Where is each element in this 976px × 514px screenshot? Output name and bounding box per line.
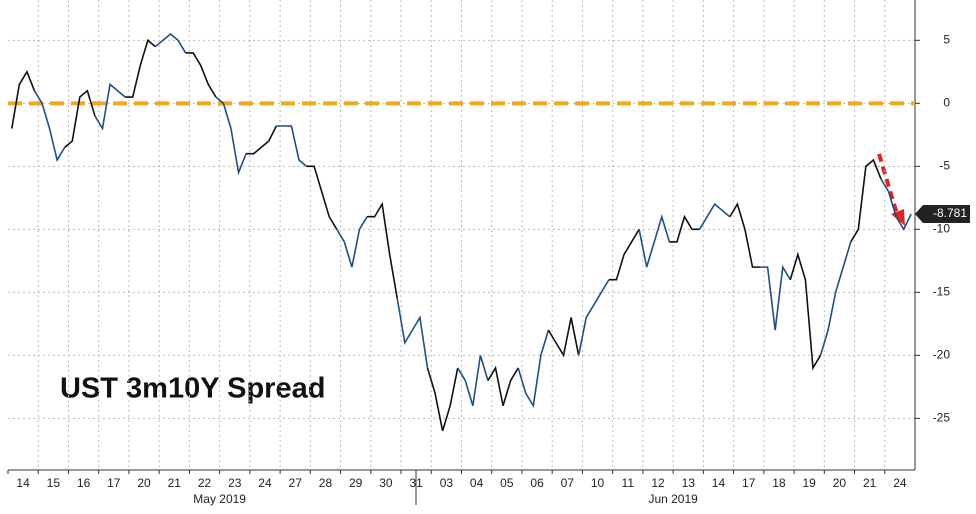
x-tick-label: 31 <box>409 476 423 490</box>
series-line <box>850 158 882 243</box>
x-tick-label: 24 <box>893 476 907 490</box>
series-line <box>669 214 700 243</box>
x-tick-label: 03 <box>440 476 454 490</box>
x-tick-label: 12 <box>651 476 665 490</box>
x-tick-label: 11 <box>622 476 635 490</box>
series-line <box>367 201 399 299</box>
y-tick-label: -15 <box>933 285 951 299</box>
x-tick-label: 18 <box>772 476 786 490</box>
y-tick-label: -25 <box>933 411 951 425</box>
x-tick-label: 30 <box>379 476 393 490</box>
series-line <box>64 89 96 149</box>
x-tick-label: 17 <box>107 476 121 490</box>
x-tick-label: 14 <box>16 476 30 490</box>
x-tick-label: 28 <box>319 476 333 490</box>
x-tick-label: 24 <box>258 476 272 490</box>
series-line <box>638 213 671 268</box>
plot: 14 15 16 17 20 21 22 23 24 27 28 29 30 31 03 04 05 06 07 10… <box>7 0 970 506</box>
x-tick-label: 06 <box>530 476 544 490</box>
x-tick-label: 27 <box>289 476 303 490</box>
x-tick-label: 19 <box>803 476 817 490</box>
x-tick-label: 14 <box>712 476 726 490</box>
month-label: Jun 2019 <box>648 492 698 506</box>
x-tick-label: 07 <box>561 476 575 490</box>
series-line <box>880 178 912 232</box>
series-line <box>457 355 489 406</box>
x-tick-label: 04 <box>470 476 484 490</box>
x-tick-label: 13 <box>682 476 696 490</box>
series-line <box>276 125 308 167</box>
series-line <box>185 52 217 98</box>
chart-title: UST 3m10Y Spread <box>60 373 325 405</box>
x-tick-label: 20 <box>137 476 151 490</box>
series-line <box>154 32 187 54</box>
series-line <box>246 125 278 155</box>
series-line <box>577 279 610 356</box>
series-line <box>608 228 640 281</box>
series-line <box>426 367 459 432</box>
series-line <box>94 82 126 131</box>
series-line <box>547 317 580 358</box>
month-label: May 2019 <box>193 492 246 506</box>
series-line <box>215 96 247 176</box>
series-line <box>396 298 429 369</box>
series-line <box>517 329 550 409</box>
y-tick-label: -10 <box>933 222 951 236</box>
series-line <box>336 216 368 268</box>
x-tick-label: 05 <box>500 476 514 490</box>
series-line <box>789 251 822 371</box>
series-line <box>698 202 731 230</box>
y-tick-label: -5 <box>939 158 950 172</box>
x-tick-label: 20 <box>833 476 847 490</box>
series-line <box>819 241 852 356</box>
x-tick-label: 23 <box>228 476 242 490</box>
x-tick-label: 22 <box>198 476 212 490</box>
series-line <box>729 202 761 268</box>
series-line <box>10 70 36 129</box>
last-value-label: -8.781 <box>933 206 967 220</box>
y-tick-label: -20 <box>933 348 951 362</box>
x-tick-label: 29 <box>349 476 363 490</box>
series-line <box>33 90 66 163</box>
y-tick-label: 0 <box>943 95 950 109</box>
series-line <box>306 165 338 230</box>
x-tick-label: 10 <box>591 476 605 490</box>
x-tick-label: 16 <box>77 476 91 490</box>
series-line <box>125 38 156 98</box>
y-tick-label: 5 <box>943 32 950 46</box>
x-tick-label: 15 <box>47 476 61 490</box>
x-tick-label: 17 <box>742 476 756 490</box>
x-tick-label: 21 <box>168 476 182 490</box>
series-line <box>760 264 791 331</box>
series-line <box>487 365 519 406</box>
x-tick-label: 21 <box>863 476 877 490</box>
last-value-box <box>915 204 970 223</box>
